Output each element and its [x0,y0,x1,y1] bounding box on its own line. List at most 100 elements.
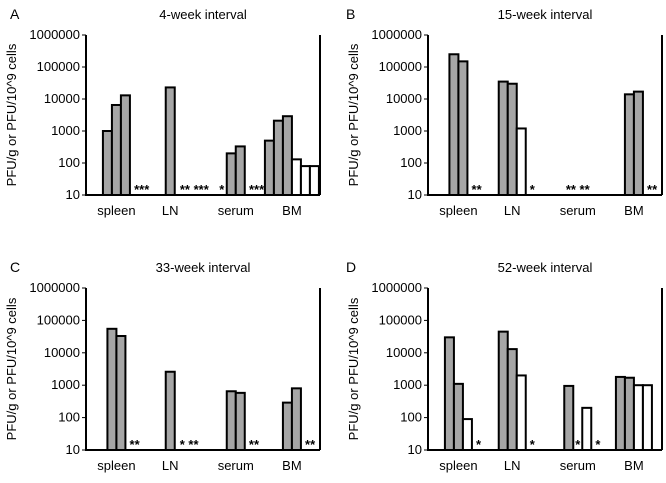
category-label-serum: serum [218,458,254,473]
bar-LN-3 [515,374,527,451]
significance-marker: ** [249,437,260,452]
panel-letter: A [10,6,20,22]
axes [427,35,662,196]
category-label-BM: BM [282,458,302,473]
significance-marker: ** [472,182,483,197]
panel-title: 52-week interval [498,260,593,275]
bar-BM-4 [290,158,302,196]
y-tick-label: 1000 [51,123,80,138]
bar-LN-2 [506,82,518,196]
significance-marker: ** [647,182,658,197]
category-label-LN: LN [162,458,179,473]
y-tick-label: 1000000 [371,27,422,42]
category-label-LN: LN [504,203,521,218]
significance-marker: * [530,182,536,197]
bar-BM-1 [281,401,293,452]
bar-spleen-3 [119,94,131,196]
y-tick-label: 1000 [393,377,422,392]
y-tick-label: 10 [66,187,80,202]
y-axis-label: PFU/g or PFU/10^9 cells [4,297,19,440]
panel-letter: D [346,259,356,275]
y-tick-label: 1000 [393,123,422,138]
y-tick-label: 10000 [44,91,80,106]
category-label-BM: BM [624,458,644,473]
bar-spleen-2 [452,382,464,452]
significance-marker: * [575,437,581,452]
bar-spleen-1 [448,53,460,197]
bar-LN-1 [497,330,509,452]
category-label-spleen: spleen [439,458,477,473]
significance-marker: * [595,437,601,452]
y-tick-label: 100 [58,155,80,170]
y-tick-label: 10 [408,442,422,457]
bar-spleen-1 [106,327,118,452]
significance-marker: *** [249,182,265,197]
bar-serum-2 [234,391,246,451]
bar-LN-2 [506,348,518,452]
bar-BM-2 [290,387,302,451]
bar-spleen-2 [457,60,469,196]
panel-A: A 4-week interval PFU/g or PFU/10^9 cells 1… [4,6,321,218]
bar-BM-1 [623,93,635,196]
axes [85,288,320,451]
bar-serum-1 [225,152,237,196]
bar-spleen-1 [443,336,455,452]
y-tick-label: 1000000 [29,280,80,295]
category-label-LN: LN [504,458,521,473]
bar-spleen-2 [110,103,122,196]
significance-marker: * [530,437,536,452]
y-axis-label: PFU/g or PFU/10^9 cells [4,43,19,186]
category-label-BM: BM [624,203,644,218]
bar-BM-2 [632,90,644,196]
bar-serum-2 [234,145,246,196]
panel-D: D 52-week interval PFU/g or PFU/10^9 cells… [346,259,663,473]
y-tick-label: 1000000 [371,280,422,295]
bar-spleen-2 [115,335,127,452]
significance-marker: *** [134,182,150,197]
category-label-BM: BM [282,203,302,218]
panel-title: 33-week interval [156,260,251,275]
y-tick-label: 10 [408,187,422,202]
bar-BM-3 [632,384,644,452]
significance-marker: * [476,437,482,452]
significance-marker: ** *** [180,182,210,197]
bar-BM-2 [272,119,284,196]
y-tick-label: 10 [66,442,80,457]
panel-B: B 15-week interval PFU/g or PFU/10^9 cells… [346,6,663,218]
panel-title: 15-week interval [498,7,593,22]
y-tick-label: 100000 [37,312,80,327]
bar-serum-3 [581,406,593,451]
significance-marker: ** ** [566,182,591,197]
y-axis-label: PFU/g or PFU/10^9 cells [346,43,361,186]
bar-LN-1 [164,86,176,196]
bar-spleen-1 [101,130,113,196]
panel-C: C 33-week interval PFU/g or PFU/10^9 cells… [4,259,321,473]
y-tick-label: 100000 [379,312,422,327]
y-tick-label: 10000 [44,345,80,360]
category-label-serum: serum [560,458,596,473]
bar-BM-1 [263,139,275,197]
significance-marker: ** [130,437,141,452]
bar-serum-1 [563,384,575,451]
bar-BM-3 [281,115,293,196]
y-axis-label: PFU/g or PFU/10^9 cells [346,297,361,440]
category-label-spleen: spleen [97,458,135,473]
category-label-serum: serum [218,203,254,218]
bar-serum-1 [225,390,237,451]
y-tick-label: 100 [400,155,422,170]
bar-LN-3 [515,127,527,196]
significance-marker: * [219,182,225,197]
category-label-spleen: spleen [439,203,477,218]
panel-letter: B [346,6,355,22]
y-tick-label: 100000 [379,59,422,74]
axes [427,288,662,451]
y-tick-label: 1000000 [29,27,80,42]
axes [85,35,320,196]
category-label-spleen: spleen [97,203,135,218]
bar-LN-1 [497,80,509,196]
bar-BM-2 [623,376,635,452]
bar-BM-6 [308,165,320,196]
category-label-LN: LN [162,203,179,218]
bar-BM-5 [299,165,311,196]
